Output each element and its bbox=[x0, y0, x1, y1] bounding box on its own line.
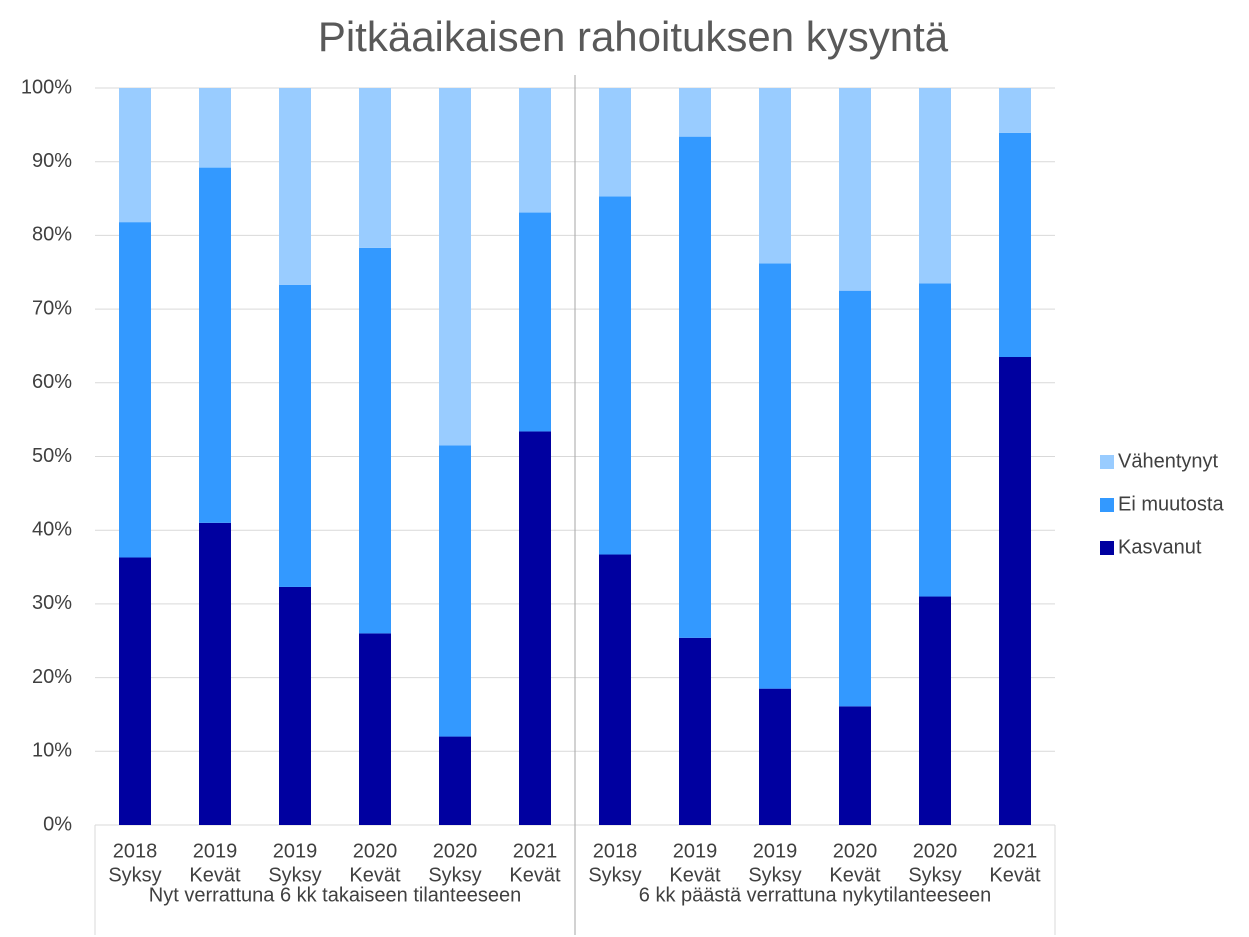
bar-segment bbox=[279, 88, 311, 285]
bar-segment bbox=[919, 596, 951, 825]
y-tick-label: 70% bbox=[32, 297, 72, 319]
legend-label: Kasvanut bbox=[1118, 536, 1202, 558]
bar-segment bbox=[759, 263, 791, 689]
x-tick-label: Syksy bbox=[748, 864, 801, 886]
y-tick-label: 40% bbox=[32, 518, 72, 540]
bar-segment bbox=[439, 445, 471, 737]
legend-swatch bbox=[1100, 455, 1114, 469]
bar-segment bbox=[999, 357, 1031, 825]
bar-segment bbox=[199, 167, 231, 523]
bar-segment bbox=[839, 88, 871, 291]
x-tick-label: 2020 bbox=[433, 840, 478, 862]
bar-segment bbox=[679, 88, 711, 137]
bar-segment bbox=[599, 88, 631, 197]
bar-segment bbox=[359, 88, 391, 248]
x-tick-label: 2019 bbox=[193, 840, 238, 862]
x-tick-label: 2019 bbox=[673, 840, 718, 862]
bar-segment bbox=[199, 88, 231, 168]
x-tick-label: Syksy bbox=[908, 864, 961, 886]
bar-segment bbox=[279, 284, 311, 587]
bar-segment bbox=[359, 633, 391, 825]
x-tick-label: Kevät bbox=[509, 864, 561, 886]
y-tick-label: 60% bbox=[32, 371, 72, 393]
legend-label: Ei muutosta bbox=[1118, 493, 1224, 515]
bar-segment bbox=[519, 431, 551, 825]
bar-segment bbox=[919, 88, 951, 284]
x-tick-label: 2018 bbox=[593, 840, 638, 862]
x-tick-label: 2019 bbox=[273, 840, 318, 862]
bar-segment bbox=[759, 88, 791, 264]
x-tick-label: Kevät bbox=[829, 864, 881, 886]
x-tick-label: Kevät bbox=[989, 864, 1041, 886]
bar-segment bbox=[439, 736, 471, 825]
x-tick-label: Syksy bbox=[428, 864, 481, 886]
y-tick-label: 0% bbox=[43, 813, 72, 835]
x-tick-label: Syksy bbox=[108, 864, 161, 886]
bar-segment bbox=[359, 247, 391, 634]
bar-segment bbox=[119, 557, 151, 825]
legend-swatch bbox=[1100, 498, 1114, 512]
bar-segment bbox=[279, 586, 311, 825]
bar-segment bbox=[679, 637, 711, 825]
x-tick-label: 2021 bbox=[993, 840, 1038, 862]
bar-segment bbox=[439, 88, 471, 446]
bar-segment bbox=[839, 706, 871, 825]
y-tick-label: 50% bbox=[32, 445, 72, 467]
x-tick-label: Kevät bbox=[669, 864, 721, 886]
x-tick-label: 2020 bbox=[353, 840, 398, 862]
bar-segment bbox=[759, 688, 791, 825]
legend-swatch bbox=[1100, 541, 1114, 555]
bar-segment bbox=[599, 554, 631, 825]
group-label: Nyt verrattuna 6 kk takaiseen tilanteese… bbox=[149, 884, 521, 906]
x-tick-label: Kevät bbox=[349, 864, 401, 886]
y-tick-label: 100% bbox=[21, 76, 72, 98]
bar-segment bbox=[839, 290, 871, 707]
bar-segment bbox=[119, 222, 151, 558]
x-tick-label: 2019 bbox=[753, 840, 798, 862]
bar-segment bbox=[919, 283, 951, 597]
chart-title: Pitkäaikaisen rahoituksen kysyntä bbox=[318, 13, 949, 60]
x-tick-label: Syksy bbox=[268, 864, 321, 886]
x-tick-label: 2020 bbox=[833, 840, 878, 862]
x-tick-label: Syksy bbox=[588, 864, 641, 886]
bar-segment bbox=[519, 88, 551, 213]
bar-segment bbox=[519, 212, 551, 432]
y-tick-label: 20% bbox=[32, 666, 72, 688]
legend-label: Vähentynyt bbox=[1118, 450, 1219, 472]
bar-segment bbox=[199, 522, 231, 825]
bar-segment bbox=[999, 132, 1031, 358]
bar-segment bbox=[999, 88, 1031, 133]
bar-segment bbox=[119, 88, 151, 223]
group-label: 6 kk päästä verrattuna nykytilanteeseen bbox=[639, 884, 991, 906]
y-tick-label: 90% bbox=[32, 150, 72, 172]
bar-segment bbox=[599, 196, 631, 555]
x-tick-label: 2020 bbox=[913, 840, 958, 862]
x-tick-label: 2021 bbox=[513, 840, 558, 862]
y-tick-label: 80% bbox=[32, 224, 72, 246]
y-tick-label: 10% bbox=[32, 740, 72, 762]
x-tick-label: Kevät bbox=[189, 864, 241, 886]
bar-segment bbox=[679, 136, 711, 638]
x-tick-label: 2018 bbox=[113, 840, 158, 862]
y-tick-label: 30% bbox=[32, 592, 72, 614]
